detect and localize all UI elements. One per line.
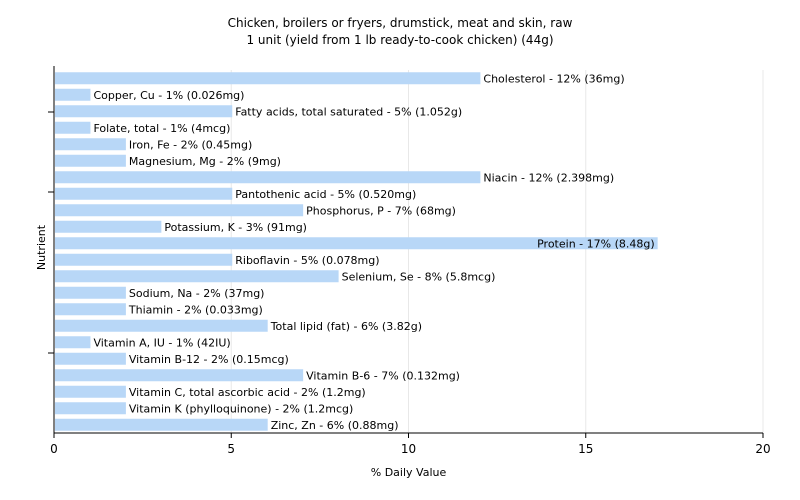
bar	[55, 336, 91, 349]
bar	[55, 286, 126, 299]
bar-label: Niacin - 12% (2.398mg)	[483, 171, 614, 184]
bar-label: Iron, Fe - 2% (0.45mg)	[129, 138, 252, 151]
bar-label: Vitamin B-12 - 2% (0.15mcg)	[129, 353, 289, 366]
bar-label: Riboflavin - 5% (0.078mg)	[235, 254, 379, 267]
bar	[55, 253, 233, 266]
bar-label: Zinc, Zn - 6% (0.88mg)	[271, 419, 399, 432]
bar	[55, 121, 91, 134]
bar	[55, 72, 481, 85]
bar-label: Sodium, Na - 2% (37mg)	[129, 287, 265, 300]
x-tick-label: 0	[50, 442, 58, 456]
bar-label: Vitamin C, total ascorbic acid - 2% (1.2…	[129, 386, 366, 399]
bar-label: Vitamin B-6 - 7% (0.132mg)	[306, 369, 460, 382]
bar	[55, 154, 126, 167]
bar	[55, 352, 126, 365]
y-axis-title: Nutrient	[35, 224, 48, 270]
bar-label: Total lipid (fat) - 6% (3.82g)	[270, 320, 422, 333]
bar	[55, 237, 658, 250]
x-tick-label: 5	[227, 442, 235, 456]
bar-label: Protein - 17% (8.48g)	[537, 237, 655, 250]
x-axis-title: % Daily Value	[371, 466, 447, 479]
bar-label: Vitamin K (phylloquinone) - 2% (1.2mcg)	[129, 402, 353, 415]
bar-label: Copper, Cu - 1% (0.026mg)	[93, 89, 244, 102]
bar	[55, 270, 339, 283]
bar	[55, 88, 91, 101]
bar-label: Potassium, K - 3% (91mg)	[164, 221, 307, 234]
x-tick-label: 15	[578, 442, 593, 456]
bar	[55, 220, 162, 233]
bar	[55, 385, 126, 398]
bar-label: Fatty acids, total saturated - 5% (1.052…	[235, 105, 462, 118]
bar-label: Phosphorus, P - 7% (68mg)	[306, 204, 456, 217]
bar-label: Thiamin - 2% (0.033mg)	[128, 303, 263, 316]
bar	[55, 187, 233, 200]
x-tick-label: 10	[401, 442, 416, 456]
bar-label: Vitamin A, IU - 1% (42IU)	[93, 336, 230, 349]
bar	[55, 171, 481, 184]
bar-label: Magnesium, Mg - 2% (9mg)	[129, 155, 281, 168]
bar	[55, 303, 126, 316]
bar	[55, 204, 304, 217]
bar	[55, 418, 268, 431]
bar	[55, 105, 233, 118]
bar-label: Pantothenic acid - 5% (0.520mg)	[235, 188, 416, 201]
chart-subtitle: 1 unit (yield from 1 lb ready-to-cook ch…	[246, 33, 554, 47]
bar-label: Folate, total - 1% (4mcg)	[93, 122, 230, 135]
x-tick-label: 20	[755, 442, 770, 456]
bar	[55, 402, 126, 415]
bar-label: Selenium, Se - 8% (5.8mcg)	[342, 270, 496, 283]
bar	[55, 138, 126, 151]
bar-label: Cholesterol - 12% (36mg)	[483, 72, 624, 85]
bar	[55, 319, 268, 332]
chart-title: Chicken, broilers or fryers, drumstick, …	[227, 16, 573, 30]
bar	[55, 369, 304, 382]
